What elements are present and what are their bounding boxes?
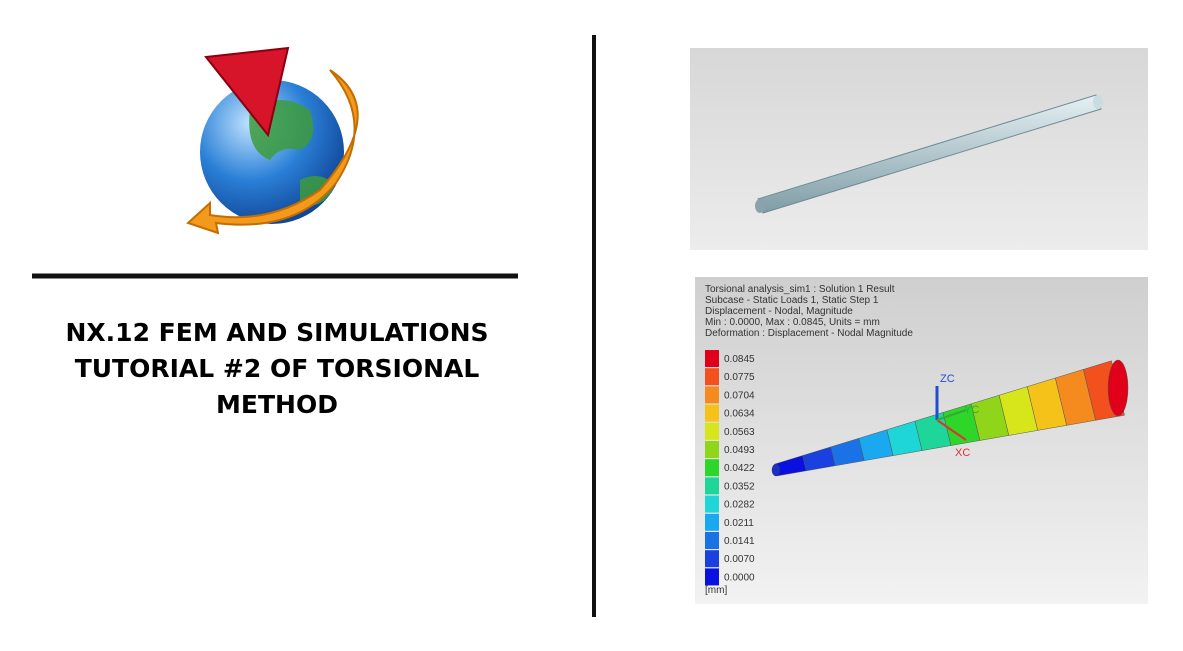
legend-label: 0.0563 xyxy=(724,427,755,438)
axis xyxy=(936,419,967,441)
legend-swatch xyxy=(705,477,719,495)
header-line: Min : 0.0000, Max : 0.0845, Units = mm xyxy=(705,317,880,328)
header-line: Subcase - Static Loads 1, Static Step 1 xyxy=(705,295,879,306)
legend-label: 0.0141 xyxy=(724,536,755,547)
legend-label: 0.0352 xyxy=(724,481,755,492)
legend-swatch xyxy=(705,404,719,422)
legend-label: 0.0211 xyxy=(724,518,754,529)
legend-label: 0.0070 xyxy=(724,554,755,565)
legend-swatch xyxy=(705,386,719,404)
legend-swatch xyxy=(705,532,719,549)
axis-label: ZC xyxy=(940,373,955,385)
header-line: Displacement - Nodal, Magnitude xyxy=(705,306,853,317)
header-line: Torsional analysis_sim1 : Solution 1 Res… xyxy=(705,284,895,295)
title: NX.12 FEM AND SIMULATIONS xyxy=(65,318,488,347)
legend-label: 0.0634 xyxy=(724,409,755,420)
beam-end xyxy=(771,463,781,477)
model-view xyxy=(690,48,1148,250)
axis-label: XC xyxy=(955,447,970,459)
result-view: Torsional analysis_sim1 : Solution 1 Res… xyxy=(695,277,1148,604)
logo xyxy=(186,46,359,235)
header-line: Deformation : Displacement - Nodal Magni… xyxy=(705,328,913,339)
legend-swatch xyxy=(705,350,719,367)
axis xyxy=(936,409,967,421)
legend-swatch xyxy=(705,422,719,440)
legend-label: 0.0282 xyxy=(724,500,755,511)
title: TUTORIAL #2 OF TORSIONAL xyxy=(75,354,480,383)
legend-label: 0.0845 xyxy=(724,354,755,365)
legend-swatch xyxy=(705,368,719,386)
beam xyxy=(771,359,1129,477)
legend-swatch xyxy=(705,513,719,531)
beam-end xyxy=(1107,359,1129,417)
legend-label: 0.0775 xyxy=(724,372,755,383)
legend-swatch xyxy=(705,550,719,568)
legend-swatch xyxy=(705,441,719,458)
legend-label: 0.0704 xyxy=(724,390,755,401)
legend-label: 0.0493 xyxy=(724,445,755,456)
legend-swatch xyxy=(705,568,719,586)
title: METHOD xyxy=(216,390,338,419)
unit: [mm] xyxy=(705,585,727,596)
legend-label: 0.0000 xyxy=(724,572,755,583)
legend-swatch xyxy=(705,459,719,477)
legend-label: 0.0422 xyxy=(724,463,755,474)
axis-label: YC xyxy=(964,404,979,416)
legend-swatch xyxy=(705,495,719,513)
